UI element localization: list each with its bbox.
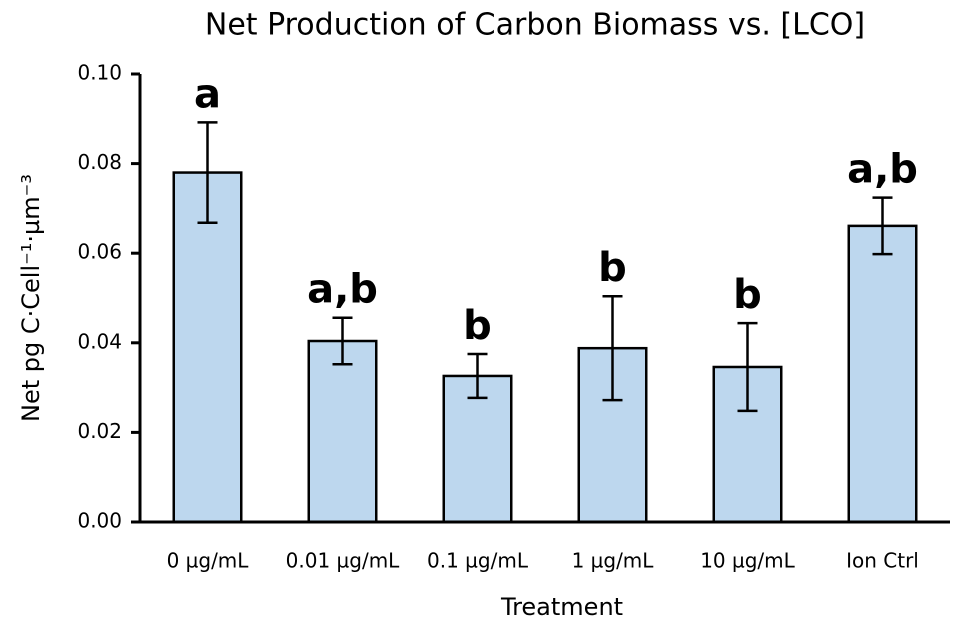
significance-label: b <box>463 303 492 349</box>
bar <box>442 374 513 524</box>
x-tick-label: 1 µg/mL <box>572 549 655 573</box>
y-tick-label: 0.08 <box>77 150 122 174</box>
significance-label: b <box>598 245 627 291</box>
bar <box>307 339 378 524</box>
x-tick-label: 10 µg/mL <box>700 549 795 573</box>
y-tick-label: 0.04 <box>77 329 122 353</box>
bar <box>847 224 918 524</box>
x-axis-label: Treatment <box>500 593 623 621</box>
significance-label: b <box>733 272 762 318</box>
x-tick-label: 0.01 µg/mL <box>286 549 401 573</box>
y-tick-label: 0.00 <box>77 509 122 533</box>
y-axis-label: Net pg C·Cell⁻¹·µm⁻³ <box>17 174 45 422</box>
significance-label: a,b <box>847 147 918 193</box>
y-tick-label: 0.06 <box>77 240 122 264</box>
x-tick-label: Ion Ctrl <box>846 549 919 573</box>
chart-title: Net Production of Carbon Biomass vs. [LC… <box>205 8 865 43</box>
y-tick-label: 0.02 <box>77 419 122 443</box>
significance-label: a <box>194 71 221 117</box>
x-tick-label: 0 µg/mL <box>167 549 250 573</box>
bar <box>172 171 243 524</box>
x-tick-label: 0.1 µg/mL <box>427 549 529 573</box>
y-tick-label: 0.10 <box>77 61 122 85</box>
significance-label: a,b <box>307 267 378 313</box>
